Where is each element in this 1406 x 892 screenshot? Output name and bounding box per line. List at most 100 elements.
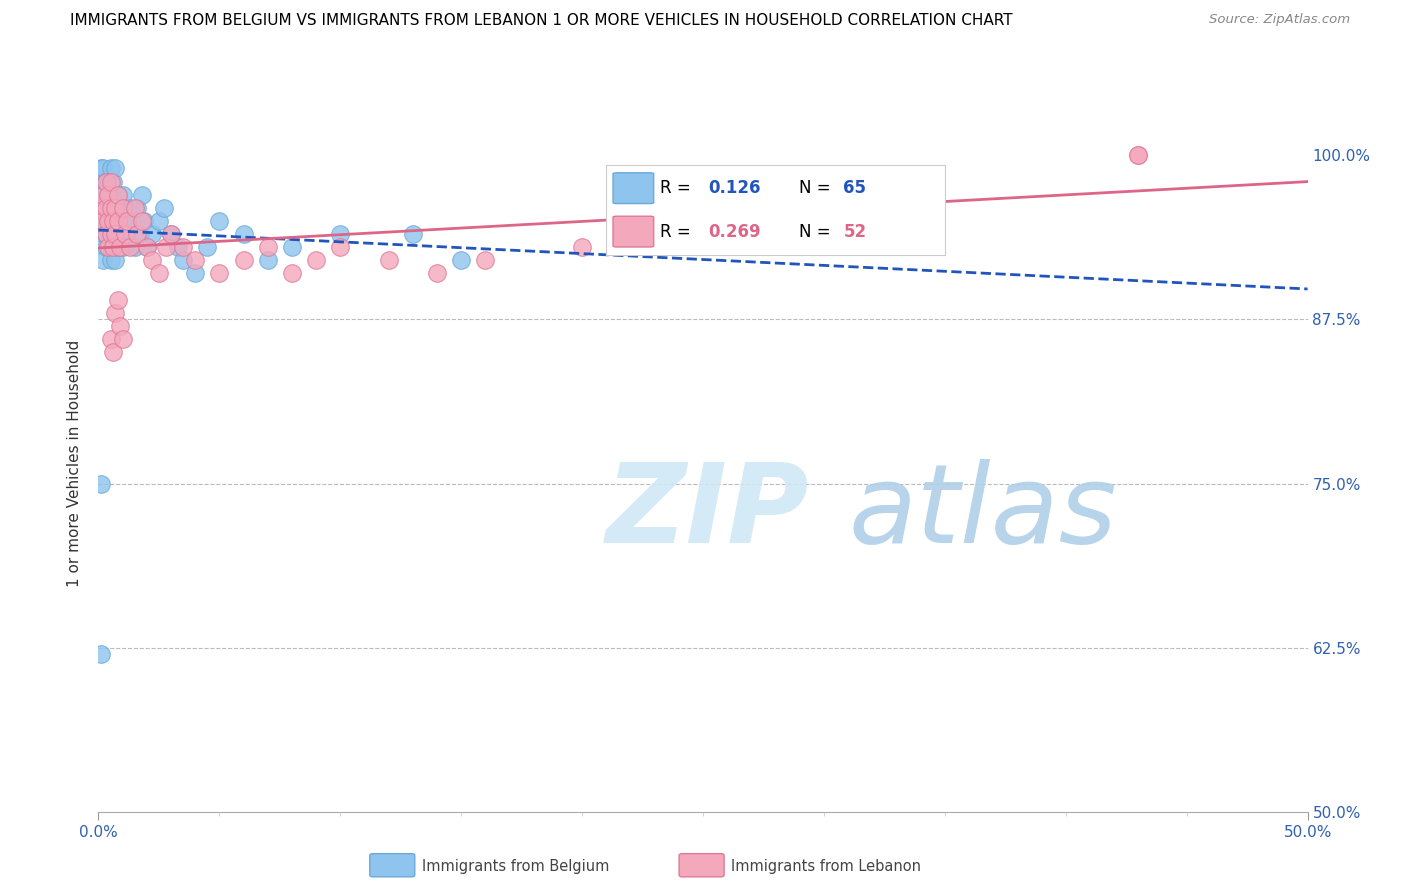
Text: Immigrants from Lebanon: Immigrants from Lebanon xyxy=(731,859,921,873)
Text: R =: R = xyxy=(661,179,696,197)
Point xyxy=(118,240,141,254)
Point xyxy=(94,201,117,215)
Point xyxy=(172,240,194,254)
Point xyxy=(128,227,150,241)
Point xyxy=(97,187,120,202)
Point xyxy=(571,240,593,254)
Point xyxy=(108,240,131,254)
Point xyxy=(91,214,114,228)
Point xyxy=(281,240,304,254)
Text: Immigrants from Belgium: Immigrants from Belgium xyxy=(422,859,609,873)
Point xyxy=(127,201,149,215)
Point xyxy=(97,175,120,189)
Point xyxy=(111,332,134,346)
Point xyxy=(184,267,207,281)
Point xyxy=(160,227,183,241)
Point xyxy=(100,332,122,346)
Point xyxy=(135,240,157,254)
Point xyxy=(101,214,124,228)
Point xyxy=(94,214,117,228)
Point xyxy=(124,240,146,254)
Y-axis label: 1 or more Vehicles in Household: 1 or more Vehicles in Household xyxy=(67,340,83,588)
Point xyxy=(101,175,124,189)
Point xyxy=(100,253,122,268)
Point xyxy=(91,253,114,268)
Point xyxy=(100,175,122,189)
Point xyxy=(94,201,117,215)
Point xyxy=(111,187,134,202)
Point xyxy=(90,214,112,228)
Point xyxy=(100,201,122,215)
Point xyxy=(160,227,183,241)
Point xyxy=(127,227,149,241)
Text: 0.126: 0.126 xyxy=(707,179,761,197)
Point xyxy=(104,227,127,241)
Point xyxy=(281,267,304,281)
Point xyxy=(114,227,136,241)
Point xyxy=(100,187,122,202)
Point xyxy=(100,161,122,176)
Point xyxy=(426,267,449,281)
Point xyxy=(107,214,129,228)
Text: N =: N = xyxy=(799,179,837,197)
Point xyxy=(90,476,112,491)
Text: Source: ZipAtlas.com: Source: ZipAtlas.com xyxy=(1209,13,1350,27)
Point xyxy=(107,240,129,254)
Point xyxy=(131,187,153,202)
Point xyxy=(90,161,112,176)
Point xyxy=(141,253,163,268)
Point xyxy=(208,267,231,281)
Point xyxy=(167,240,190,254)
Point xyxy=(97,214,120,228)
Point xyxy=(97,240,120,254)
Point xyxy=(108,201,131,215)
Point xyxy=(135,240,157,254)
Point xyxy=(155,240,177,254)
Point xyxy=(148,214,170,228)
Point xyxy=(111,214,134,228)
Text: atlas: atlas xyxy=(848,459,1116,566)
Point xyxy=(104,227,127,241)
Text: IMMIGRANTS FROM BELGIUM VS IMMIGRANTS FROM LEBANON 1 OR MORE VEHICLES IN HOUSEHO: IMMIGRANTS FROM BELGIUM VS IMMIGRANTS FR… xyxy=(70,13,1012,29)
Point xyxy=(111,201,134,215)
Point xyxy=(90,201,112,215)
Point xyxy=(195,240,218,254)
Text: ZIP: ZIP xyxy=(606,459,810,566)
Point xyxy=(104,201,127,215)
Point xyxy=(474,253,496,268)
Point xyxy=(107,187,129,202)
Point xyxy=(101,345,124,359)
Point xyxy=(232,227,254,241)
Point xyxy=(131,214,153,228)
Point xyxy=(121,214,143,228)
Point xyxy=(152,201,174,215)
Point xyxy=(101,240,124,254)
Point xyxy=(329,227,352,241)
Point xyxy=(402,227,425,241)
Point xyxy=(208,214,231,228)
Point xyxy=(97,187,120,202)
Point xyxy=(94,227,117,241)
FancyBboxPatch shape xyxy=(613,173,654,203)
Point xyxy=(108,227,131,241)
Point xyxy=(91,161,114,176)
Point xyxy=(94,187,117,202)
Point xyxy=(104,201,127,215)
Point xyxy=(305,253,328,268)
Point xyxy=(232,253,254,268)
Point xyxy=(111,240,134,254)
Point xyxy=(108,318,131,333)
Point xyxy=(101,214,124,228)
Point xyxy=(91,187,114,202)
Point xyxy=(141,227,163,241)
Point xyxy=(91,175,114,189)
Point xyxy=(118,201,141,215)
Point xyxy=(104,161,127,176)
Point xyxy=(184,253,207,268)
Point xyxy=(100,201,122,215)
Point xyxy=(148,267,170,281)
Point xyxy=(94,175,117,189)
Point xyxy=(377,253,399,268)
Point xyxy=(97,214,120,228)
Text: 65: 65 xyxy=(844,179,866,197)
